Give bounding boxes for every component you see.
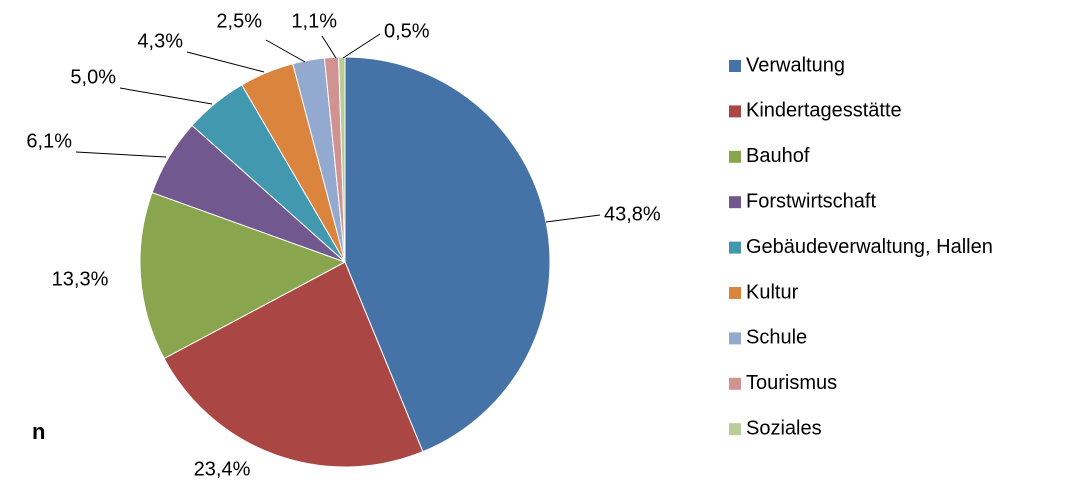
legend-swatch [729,150,741,163]
legend-swatch [729,423,741,436]
legend-swatch [729,377,741,390]
leader-line [75,151,167,158]
leader-line [265,39,306,63]
data-label: 13,3% [52,268,109,290]
legend-label: Schule [746,327,807,349]
legend-label: Soziales [746,417,822,439]
data-label: 1,1% [291,10,337,32]
data-label: 2,5% [216,10,262,32]
data-label: 0,5% [384,20,430,42]
data-label: 4,3% [137,30,183,52]
leader-line [119,87,213,105]
legend-label: Kultur [746,281,799,303]
legend-label: Bauhof [746,145,810,167]
leader-line [186,51,265,73]
leader-line [545,214,601,223]
pie-slice [139,191,347,360]
pie-slice [163,261,424,468]
data-label: 6,1% [26,130,72,152]
data-label: 5,0% [70,66,116,88]
legend-swatch [729,105,741,118]
legend-swatch [729,196,741,209]
legend-label: Verwaltung [746,54,845,76]
legend-swatch [729,60,741,72]
legend-swatch [729,332,741,345]
legend-label: Kindertagesstätte [746,100,902,122]
legend-label: Tourismus [746,372,837,394]
data-label: 23,4% [194,458,251,480]
cropped-text: n [32,419,45,444]
legend-label: Forstwirtschaft [746,190,876,212]
leader-line [321,35,337,59]
legend-swatch [729,241,741,254]
legend-label: Gebäudeverwaltung, Hallen [746,236,993,258]
legend-swatch [729,287,741,299]
data-label: 43,8% [604,203,661,225]
leader-line [342,33,381,59]
